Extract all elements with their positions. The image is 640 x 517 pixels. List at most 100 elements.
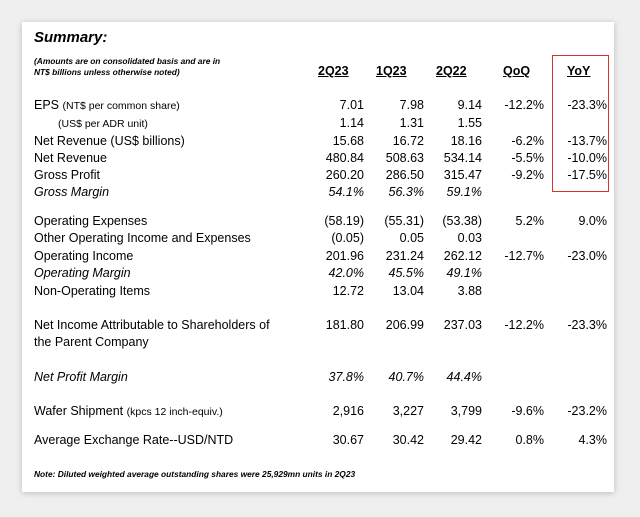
row-label-text: Operating Margin [34, 266, 131, 280]
table-cell: 30.42 [392, 433, 424, 447]
table-cell: 45.5% [388, 266, 424, 280]
table-cell: 49.1% [446, 266, 482, 280]
table-cell: 7.01 [339, 98, 364, 112]
table-cell: -17.5% [567, 168, 607, 182]
row-label-text: Net Profit Margin [34, 370, 128, 384]
row-label-text: Wafer Shipment [34, 404, 124, 418]
row-label-text: Other Operating Income and Expenses [34, 231, 251, 245]
table-cell: 315.47 [443, 168, 482, 182]
table-cell: (53.38) [442, 214, 482, 228]
row-label-text: Average Exchange Rate--USD/NTD [34, 433, 234, 447]
yoy-highlight-box [552, 55, 609, 192]
row-label: Operating Income [34, 249, 133, 263]
table-cell: (58.19) [324, 214, 364, 228]
table-cell: 286.50 [385, 168, 424, 182]
row-label-text: Gross Profit [34, 168, 100, 182]
table-cell: -12.2% [504, 318, 544, 332]
table-cell: 201.96 [325, 249, 364, 263]
table-cell: -23.0% [567, 249, 607, 263]
table-cell: 44.4% [446, 370, 482, 384]
table-cell: -13.7% [567, 134, 607, 148]
row-label-continued: the Parent Company [34, 335, 149, 349]
table-cell: 262.12 [443, 249, 482, 263]
table-cell: 0.05 [399, 231, 424, 245]
table-cell: 16.72 [392, 134, 424, 148]
row-label-text: Net Revenue (US$ billions) [34, 134, 185, 148]
row-label-unit: (US$ per ADR unit) [58, 118, 148, 130]
row-label: Net Revenue [34, 151, 107, 165]
table-cell: 42.0% [328, 266, 364, 280]
table-cell: 54.1% [328, 185, 364, 199]
table-cell: 4.3% [578, 433, 608, 447]
table-cell: 40.7% [388, 370, 424, 384]
table-cell: 0.8% [515, 433, 545, 447]
table-cell: 56.3% [388, 185, 424, 199]
row-label: Operating Margin [34, 266, 131, 280]
column-header-1: 1Q23 [376, 64, 407, 78]
table-cell: 237.03 [443, 318, 482, 332]
table-cell: 9.14 [457, 98, 482, 112]
row-label-text: Operating Income [34, 249, 134, 263]
table-cell: 12.72 [332, 284, 364, 298]
table-cell: 3,799 [450, 404, 482, 418]
table-cell: 13.04 [392, 284, 424, 298]
row-label-text: Gross Margin [34, 185, 110, 199]
row-label: Net Profit Margin [34, 370, 128, 384]
row-label-unit: (NT$ per common share) [62, 100, 180, 112]
row-label: Gross Profit [34, 168, 100, 182]
row-label: Wafer Shipment (kpcs 12 inch-equiv.) [34, 404, 223, 418]
row-label: Operating Expenses [34, 214, 147, 228]
row-label: Net Income Attributable to Shareholders … [34, 318, 270, 332]
row-label-text: Net Revenue [34, 151, 107, 165]
row-label: (US$ per ADR unit) [58, 116, 148, 130]
table-cell: -6.2% [511, 134, 544, 148]
table-cell: 534.14 [443, 151, 482, 165]
table-cell: 9.0% [578, 214, 608, 228]
table-cell: -10.0% [567, 151, 607, 165]
table-cell: 2,916 [332, 404, 364, 418]
row-label: Non-Operating Items [34, 284, 150, 298]
row-label: EPS (NT$ per common share) [34, 98, 180, 112]
table-cell: 231.24 [385, 249, 424, 263]
table-cell: -23.3% [567, 98, 607, 112]
table-cell: 1.31 [399, 116, 424, 130]
table-cell: 480.84 [325, 151, 364, 165]
table-cell: (55.31) [384, 214, 424, 228]
table-cell: 7.98 [399, 98, 424, 112]
table-cell: 260.20 [325, 168, 364, 182]
table-cell: -23.2% [567, 404, 607, 418]
table-cell: 181.80 [325, 318, 364, 332]
column-header-4: YoY [567, 64, 591, 78]
table-cell: 37.8% [328, 370, 364, 384]
subtitle-line-1: (Amounts are on consolidated basis and a… [34, 56, 221, 66]
table-cell: -12.2% [504, 98, 544, 112]
column-header-3: QoQ [503, 64, 531, 78]
table-cell: 18.16 [450, 134, 482, 148]
table-cell: 1.55 [457, 116, 482, 130]
summary-card: Summary: (Amounts are on consolidated ba… [22, 22, 614, 492]
row-label-text: Non-Operating Items [34, 284, 151, 298]
row-label: Other Operating Income and Expenses [34, 231, 251, 245]
table-cell: 1.14 [339, 116, 364, 130]
column-header-0: 2Q23 [318, 64, 349, 78]
table-cell: (0.05) [331, 231, 364, 245]
subtitle-line-2: NT$ billions unless otherwise noted) [34, 67, 180, 77]
row-label: Gross Margin [34, 185, 109, 199]
table-cell: 29.42 [450, 433, 482, 447]
table-cell: 3.88 [457, 284, 482, 298]
table-cell: -9.6% [511, 404, 544, 418]
table-cell: 59.1% [446, 185, 482, 199]
table-cell: -9.2% [511, 168, 544, 182]
table-cell: 30.67 [332, 433, 364, 447]
table-cell: 206.99 [385, 318, 424, 332]
row-label-text: Operating Expenses [34, 214, 148, 228]
table-cell: 0.03 [457, 231, 482, 245]
row-label: Net Revenue (US$ billions) [34, 134, 185, 148]
row-label-text: Net Income Attributable to Shareholders … [34, 318, 270, 332]
table-cell: 508.63 [385, 151, 424, 165]
table-cell: -12.7% [504, 249, 544, 263]
summary-title: Summary: [34, 29, 108, 46]
table-cell: -23.3% [567, 318, 607, 332]
column-header-2: 2Q22 [436, 64, 467, 78]
table-cell: -5.5% [511, 151, 544, 165]
